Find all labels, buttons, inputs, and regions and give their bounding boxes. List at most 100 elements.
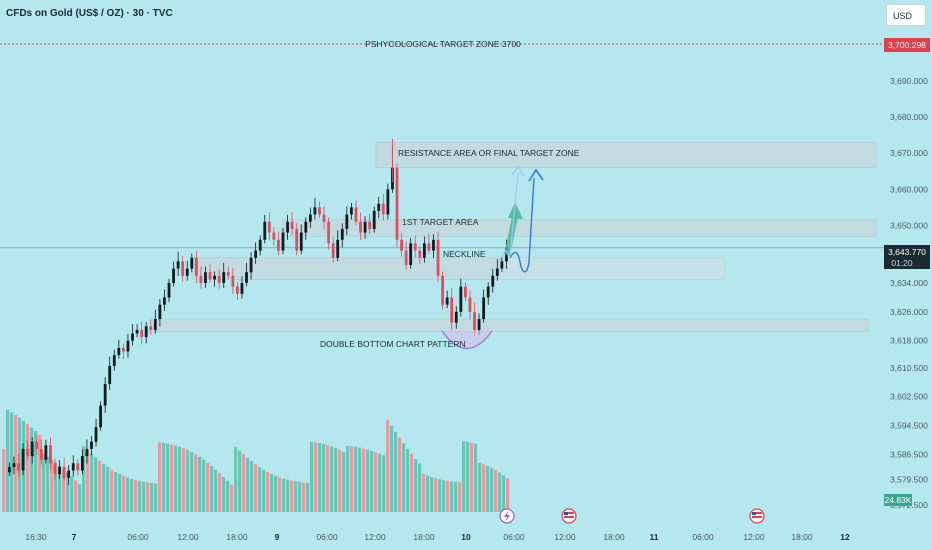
candle-body bbox=[418, 250, 422, 258]
candle-body bbox=[245, 272, 248, 284]
candle-body bbox=[21, 448, 25, 471]
candle-body bbox=[377, 203, 381, 211]
volume-bar bbox=[2, 449, 6, 512]
candle-body bbox=[395, 167, 399, 240]
time-tick-label: 12:00 bbox=[554, 532, 576, 542]
price-tick-label: 3,690.000 bbox=[890, 76, 928, 86]
volume-bar bbox=[366, 449, 370, 512]
time-tick-label: 06:00 bbox=[503, 532, 525, 542]
candle-body bbox=[58, 466, 61, 475]
volume-bar bbox=[218, 473, 222, 512]
volume-bar bbox=[86, 450, 90, 512]
price-tick-label: 3,650.000 bbox=[890, 220, 928, 230]
volume-bar bbox=[422, 473, 426, 512]
volume-bar bbox=[66, 472, 70, 512]
neckline-label: NECKLINE bbox=[443, 249, 486, 259]
candle-body bbox=[363, 221, 367, 233]
volume-bar bbox=[398, 437, 402, 512]
time-tick-label: 06:00 bbox=[316, 532, 338, 542]
volume-bar bbox=[206, 462, 210, 512]
candle-body bbox=[277, 239, 280, 251]
candle-layer bbox=[8, 138, 508, 486]
candle-body bbox=[249, 257, 253, 273]
volume-bar bbox=[226, 480, 230, 512]
us-flag-icon[interactable] bbox=[561, 508, 577, 524]
price-tick-label: 3,602.500 bbox=[890, 392, 928, 402]
zone-box bbox=[281, 219, 877, 237]
volume-bar bbox=[362, 448, 366, 512]
volume-bar bbox=[378, 453, 382, 512]
volume-bar bbox=[458, 482, 462, 512]
candle-body bbox=[108, 365, 112, 384]
volume-bar bbox=[162, 442, 166, 512]
volume-bar bbox=[234, 446, 238, 512]
candle-body bbox=[185, 268, 189, 276]
volume-bar bbox=[346, 445, 350, 512]
volume-bar bbox=[210, 466, 214, 512]
candle-body bbox=[181, 261, 185, 276]
volume-bar bbox=[170, 444, 174, 512]
candle-body bbox=[158, 304, 162, 320]
blue-projection-path bbox=[509, 177, 535, 273]
candle-body bbox=[103, 383, 107, 406]
candle-body bbox=[372, 210, 376, 229]
candle-body bbox=[167, 283, 171, 298]
candle-body bbox=[441, 275, 444, 305]
candle-body bbox=[454, 311, 458, 323]
candle-body bbox=[99, 405, 102, 428]
candle-body bbox=[149, 326, 153, 330]
candle-body bbox=[413, 243, 417, 251]
zone-box bbox=[375, 142, 877, 168]
volume-bar bbox=[502, 475, 506, 512]
volume-bar bbox=[446, 480, 450, 512]
volume-bar bbox=[54, 462, 58, 512]
candle-body bbox=[464, 286, 467, 298]
volume-bar bbox=[286, 479, 290, 512]
volume-bar bbox=[302, 482, 306, 512]
price-tick-label: 3,626.000 bbox=[890, 307, 928, 317]
candle-body bbox=[327, 221, 330, 244]
price-axis[interactable]: 3,690.000 3,680.000 3,670.000 3,660.000 3,65… bbox=[890, 76, 928, 510]
candle-body bbox=[222, 272, 226, 284]
volume-bar bbox=[282, 478, 286, 512]
candle-body bbox=[226, 272, 230, 276]
volume-bar bbox=[402, 443, 406, 512]
volume-bar bbox=[138, 480, 142, 512]
candle-body bbox=[94, 427, 98, 442]
volume-bar bbox=[494, 470, 498, 512]
volume-bar bbox=[338, 449, 342, 512]
volume-bar bbox=[50, 459, 54, 512]
volume-bar bbox=[262, 469, 266, 512]
candle-body bbox=[231, 275, 235, 287]
volume-bar bbox=[486, 465, 490, 512]
currency-button[interactable]: USD bbox=[886, 4, 926, 26]
candle-body bbox=[400, 239, 403, 251]
candle-body bbox=[473, 311, 476, 330]
volume-bar bbox=[506, 478, 510, 512]
us-flag-icon[interactable] bbox=[749, 508, 765, 524]
candle-body bbox=[62, 466, 66, 478]
time-tick-label: 9 bbox=[275, 532, 280, 542]
candle-body bbox=[140, 329, 144, 338]
candle-body bbox=[459, 286, 463, 312]
candle-body bbox=[281, 232, 285, 251]
volume-bar bbox=[394, 431, 398, 512]
volume-bar bbox=[438, 479, 442, 512]
volume-bar bbox=[58, 465, 62, 512]
candle-body bbox=[432, 239, 435, 251]
candle-body bbox=[299, 232, 303, 251]
candle-body bbox=[71, 463, 75, 471]
time-axis[interactable]: 16:30 7 06:00 12:00 18:00 9 06:00 12:00 18:00 10 0… bbox=[25, 532, 850, 542]
volume-bar bbox=[102, 463, 106, 512]
volume-bar bbox=[198, 456, 202, 512]
lightning-icon[interactable] bbox=[499, 508, 515, 524]
candle-body bbox=[8, 466, 11, 473]
candle-body bbox=[144, 326, 148, 338]
blue-arrow-head bbox=[528, 168, 544, 182]
volume-bar bbox=[154, 483, 158, 512]
volume-bar bbox=[214, 469, 218, 512]
volume-bar bbox=[382, 455, 386, 512]
volume-bar bbox=[406, 448, 410, 512]
candle-body bbox=[17, 463, 20, 471]
time-tick-label: 11 bbox=[650, 532, 659, 542]
